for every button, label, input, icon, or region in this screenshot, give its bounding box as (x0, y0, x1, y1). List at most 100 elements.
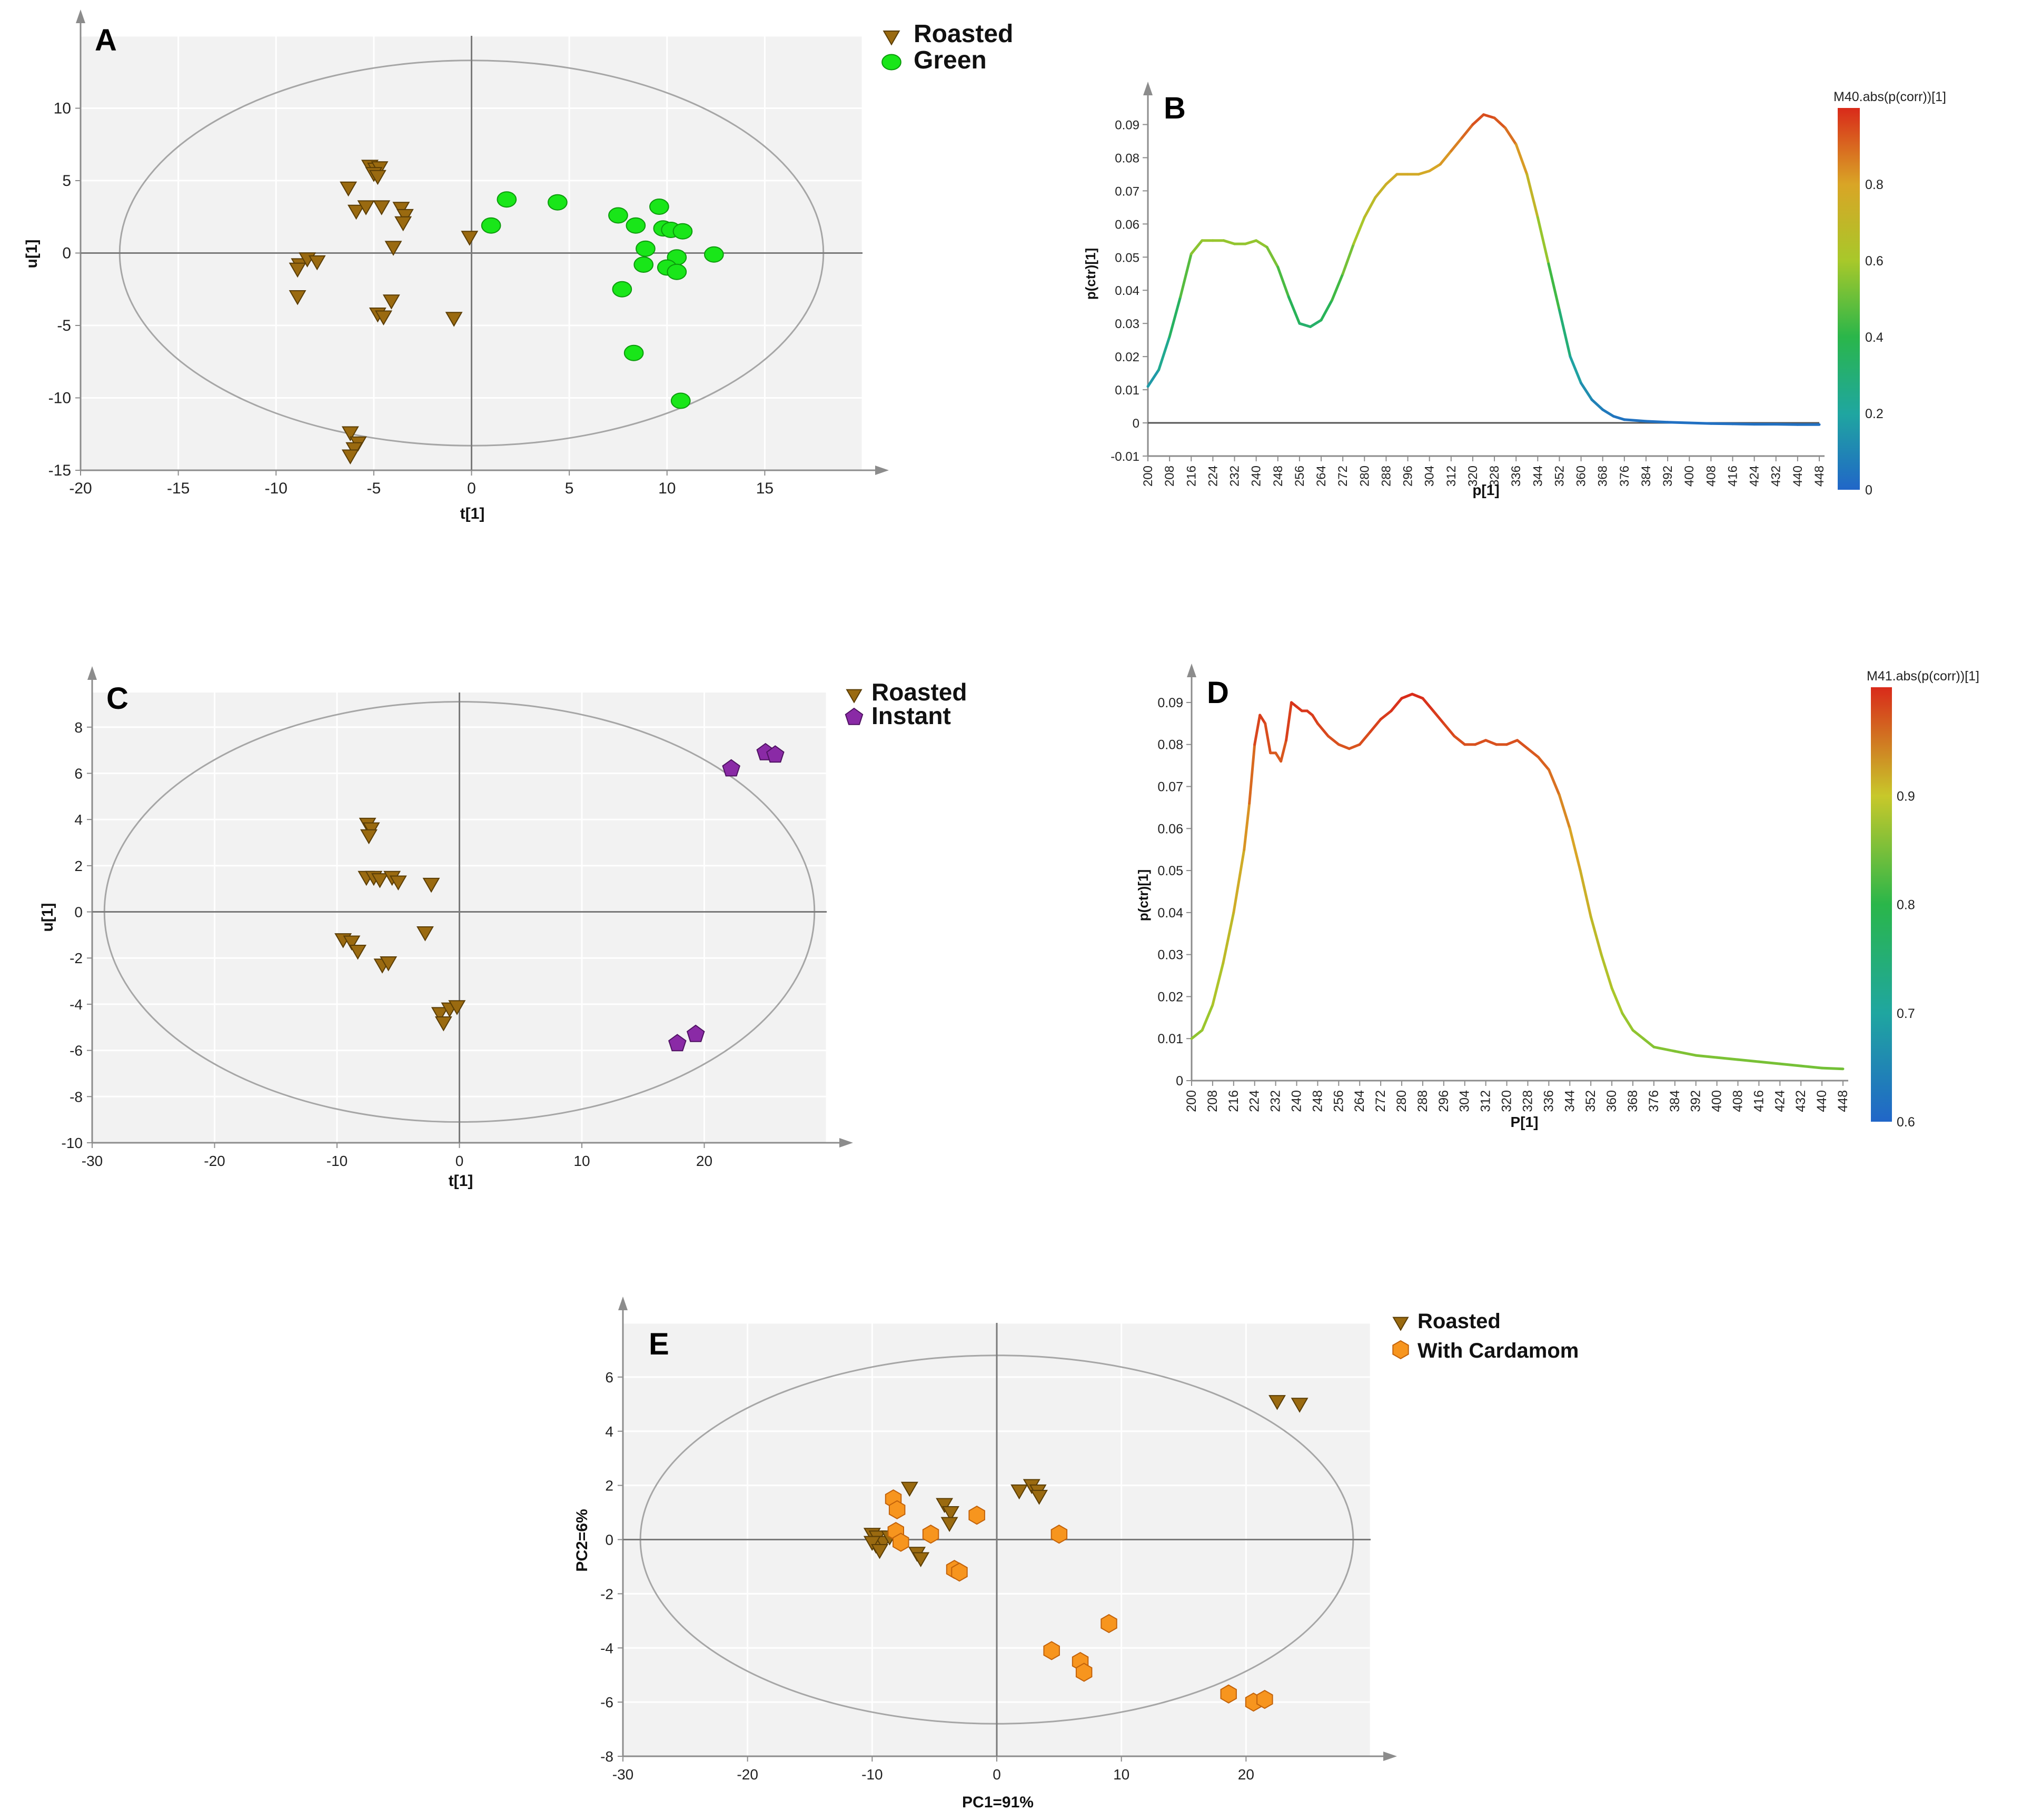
x-tick-label: -15 (167, 480, 190, 497)
y-tick-label: 0 (1133, 417, 1139, 431)
y-tick-label: -10 (62, 1135, 83, 1151)
loading-segment (1536, 216, 1550, 265)
x-tick-label: 352 (1583, 1090, 1598, 1112)
x-tick-label: 368 (1625, 1090, 1640, 1112)
x-tick-label: 256 (1293, 466, 1307, 487)
x-tick-label: 20 (1238, 1766, 1254, 1783)
colorbar-tick-label: 0.7 (1897, 1006, 1915, 1021)
loading-segment (1421, 697, 1435, 713)
x-tick-label: 280 (1394, 1090, 1409, 1112)
x-tick-label: 336 (1509, 466, 1523, 487)
loading-segment (1211, 962, 1225, 1006)
loading-segment (1716, 1056, 1739, 1061)
x-tick-label: 392 (1661, 466, 1675, 487)
x-axis-arrow (1383, 1752, 1397, 1761)
loading-segment (1450, 136, 1463, 153)
x-tick-label: 288 (1379, 466, 1393, 487)
loading-segment (1363, 196, 1377, 219)
loading-segment (1374, 183, 1387, 199)
x-tick-label: -10 (326, 1153, 348, 1169)
panel-a-y-axis-label: u[1] (23, 240, 41, 269)
loading-segment (1778, 1062, 1802, 1067)
x-axis-arrow (839, 1138, 853, 1148)
point-roasted (941, 1506, 959, 1521)
loading-segment (1309, 319, 1323, 328)
point-roasted (448, 1000, 466, 1015)
loading-segment (1264, 722, 1272, 755)
panel-b: 200 208 216 224 232 240 248 256 264 272 280 288 296 3… (1083, 82, 1946, 498)
point-roasted (343, 935, 361, 951)
colorbar-tick-label: 0.8 (1897, 898, 1915, 913)
y-tick-label: 0 (74, 904, 83, 921)
loading-segment (1558, 794, 1571, 830)
legend-marker-roasted (883, 30, 900, 46)
y-tick-label: 4 (74, 812, 83, 828)
point-roasted (357, 200, 375, 215)
loading-segment (1320, 299, 1334, 322)
loading-segment (1432, 709, 1445, 725)
x-tick-label: 216 (1226, 1090, 1241, 1112)
point-green (548, 194, 568, 211)
x-tick-label: 272 (1373, 1090, 1388, 1112)
point-roasted (289, 262, 306, 278)
point-with-cardamom (893, 1532, 909, 1552)
panel-e-points (863, 1395, 1309, 1712)
point-roasted (380, 956, 398, 972)
point-with-cardamom (922, 1525, 939, 1544)
x-tick-label: 400 (1682, 466, 1697, 487)
loading-segment (1558, 309, 1572, 358)
legend-marker-roasted (846, 689, 863, 704)
x-tick-label: 272 (1336, 466, 1350, 487)
panel-e-y-axis-label: PC2=6% (573, 1509, 591, 1571)
point-roasted (374, 310, 392, 325)
point-roasted (863, 1536, 881, 1551)
point-roasted (1268, 1395, 1286, 1410)
y-tick-label: -8 (600, 1748, 613, 1765)
point-roasted (347, 204, 365, 220)
loading-segment (1326, 735, 1340, 746)
loading-segment (1505, 739, 1519, 746)
point-roasted (349, 945, 366, 960)
y-tick-label: 4 (605, 1423, 613, 1440)
loading-segment (1709, 422, 1734, 426)
panel-c-label: C (106, 681, 128, 716)
x-tick-label: 248 (1310, 1090, 1325, 1112)
loading-segment (1474, 739, 1488, 746)
point-green (649, 199, 669, 215)
loading-segment (1287, 295, 1301, 325)
panel-d-colorbar-ticks: 0.6 0.7 0.8 0.9 (1897, 789, 1915, 1130)
point-roasted (369, 170, 386, 185)
loading-segment (1644, 420, 1669, 424)
panel-d-colorbar (1871, 687, 1892, 1122)
panel-a-axes (76, 9, 889, 475)
colorbar-tick-label: 0.6 (1897, 1115, 1915, 1130)
panel-e-x-axis-label: PC1=91% (962, 1794, 1034, 1811)
loading-segment (1428, 163, 1442, 173)
y-axis-arrow (76, 9, 85, 23)
y-tick-label: 10 (54, 100, 71, 117)
x-tick-label: 360 (1604, 1090, 1619, 1112)
y-tick-label: -15 (48, 462, 71, 479)
x-tick-label: 448 (1812, 466, 1827, 487)
loading-segment (1179, 252, 1193, 299)
y-axis-arrow (1187, 664, 1196, 677)
y-tick-label: 0 (605, 1532, 613, 1548)
x-tick-label: 0 (993, 1766, 1001, 1783)
x-tick-label: 408 (1730, 1090, 1745, 1112)
point-with-cardamom (1256, 1689, 1273, 1709)
y-tick-label: -6 (70, 1043, 83, 1059)
legend-marker-green (881, 54, 901, 71)
loading-segment (1190, 239, 1204, 255)
panel-b-loading-line (1146, 113, 1821, 426)
x-tick-label: 432 (1793, 1090, 1808, 1112)
y-tick-label: -2 (70, 950, 83, 966)
panel-b-x-axis-label: p[1] (1472, 482, 1499, 498)
y-tick-label: 0.02 (1115, 350, 1139, 364)
loading-segment (1471, 113, 1485, 126)
y-tick-label: 5 (62, 172, 71, 190)
x-tick-label: 376 (1618, 466, 1632, 487)
x-tick-label: 208 (1163, 466, 1177, 487)
point-with-cardamom (1101, 1614, 1117, 1634)
x-tick-label: 384 (1639, 466, 1653, 487)
